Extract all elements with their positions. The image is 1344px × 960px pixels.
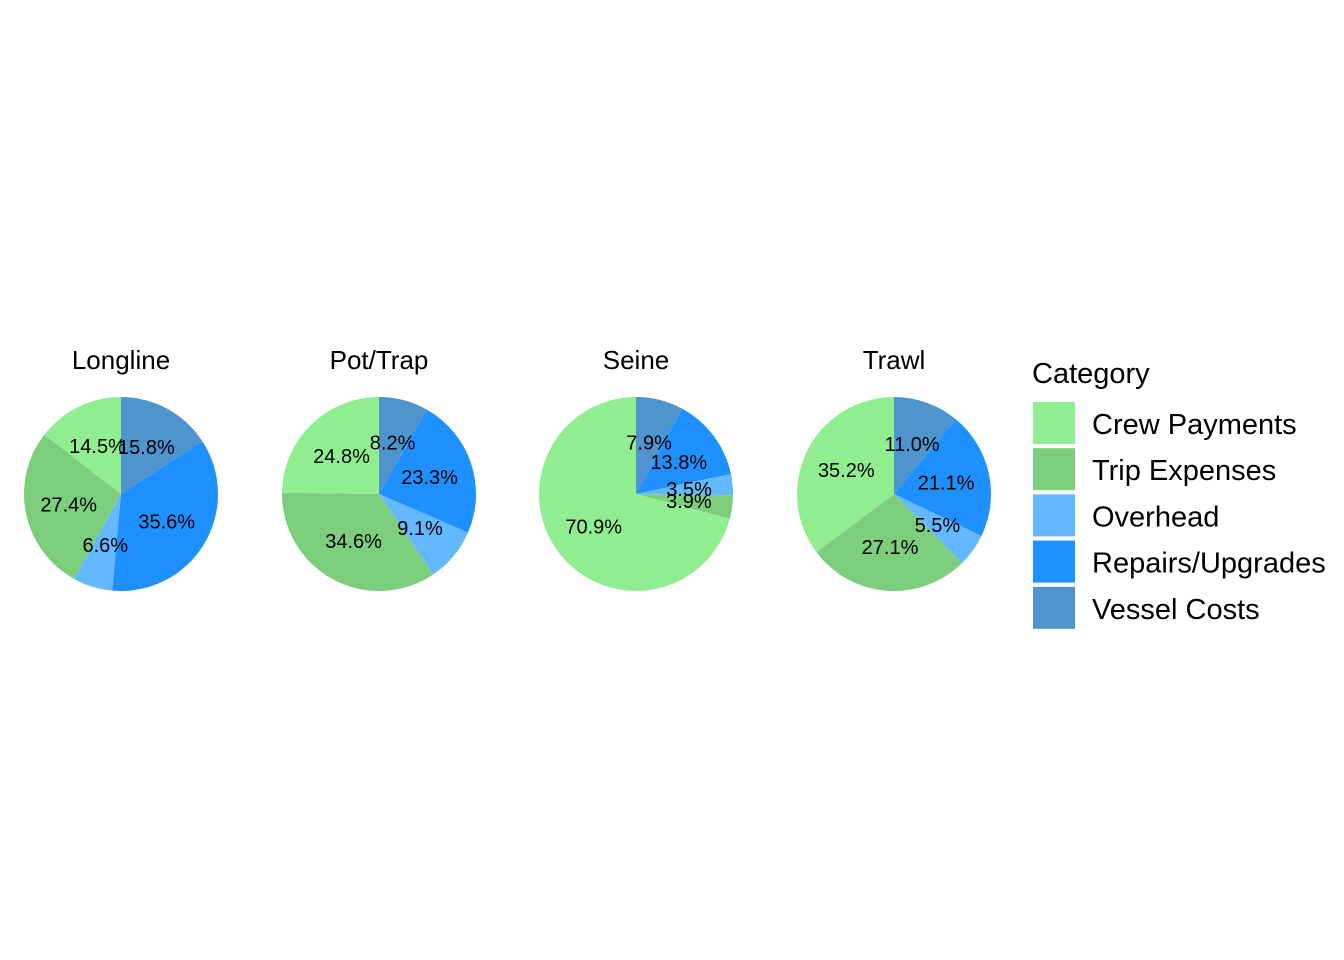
legend-key-vessel-costs bbox=[1033, 586, 1075, 629]
slice-seine-vessel-costs bbox=[636, 397, 683, 494]
legend-key-trip-expenses bbox=[1033, 448, 1075, 491]
facet-title-trawl: Trawl bbox=[863, 345, 926, 375]
slice-longline-trip-expenses bbox=[24, 434, 122, 579]
legend-key-crew-payments bbox=[1033, 402, 1075, 444]
pie-pot-trap: Pot/Trap 8.2% 23.3% 9.1% 34.6% 24.8% bbox=[282, 345, 476, 592]
slice-pot-trap-overhead bbox=[379, 494, 469, 575]
slice-pot-trap-repairs-upgrades bbox=[379, 409, 476, 533]
legend: Category Crew Payments Trip Expenses Overhe… bbox=[1032, 358, 1326, 629]
slice-label-longline-repairs-upgrades: 35.6% bbox=[138, 512, 195, 534]
legend-label-crew-payments: Crew Payments bbox=[1092, 409, 1297, 441]
slice-label-seine-repairs-upgrades: 13.8% bbox=[650, 452, 707, 474]
slice-trawl-repairs-upgrades bbox=[894, 419, 991, 537]
slice-label-pot-trap-trip-expenses: 34.6% bbox=[325, 531, 382, 553]
slice-longline-overhead bbox=[73, 494, 121, 591]
slice-label-longline-overhead: 6.6% bbox=[83, 535, 129, 557]
slice-label-seine-trip-expenses: 3.9% bbox=[666, 491, 712, 513]
slice-label-pot-trap-repairs-upgrades: 23.3% bbox=[401, 467, 458, 489]
slice-seine-trip-expenses bbox=[636, 494, 733, 519]
legend-key-overhead bbox=[1033, 494, 1075, 537]
slice-label-trawl-overhead: 5.5% bbox=[915, 515, 961, 537]
slice-trawl-crew-payments bbox=[797, 397, 894, 553]
legend-label-overhead: Overhead bbox=[1092, 501, 1219, 533]
facet-title-pot-trap: Pot/Trap bbox=[330, 345, 429, 375]
slice-label-trawl-vessel-costs: 11.0% bbox=[884, 434, 939, 456]
slice-label-trawl-crew-payments: 35.2% bbox=[818, 460, 875, 482]
slice-label-pot-trap-overhead: 9.1% bbox=[397, 518, 443, 540]
slice-trawl-overhead bbox=[894, 494, 982, 564]
legend-label-vessel-costs: Vessel Costs bbox=[1092, 594, 1260, 626]
facet-title-seine: Seine bbox=[603, 345, 670, 375]
slice-label-trawl-trip-expenses: 27.1% bbox=[862, 537, 919, 559]
slice-label-longline-trip-expenses: 27.4% bbox=[40, 495, 97, 517]
facet-title-longline: Longline bbox=[72, 345, 170, 375]
slice-label-pot-trap-vessel-costs: 8.2% bbox=[370, 432, 416, 454]
slice-label-trawl-repairs-upgrades: 21.1% bbox=[918, 473, 975, 495]
slice-label-seine-crew-payments: 70.9% bbox=[565, 517, 622, 539]
slice-label-pot-trap-crew-payments: 24.8% bbox=[313, 446, 370, 468]
slice-seine-repairs-upgrades bbox=[636, 408, 731, 494]
legend-key-repairs-upgrades bbox=[1033, 540, 1075, 583]
slice-pot-trap-trip-expenses bbox=[282, 492, 434, 592]
slice-seine-crew-payments bbox=[539, 397, 730, 591]
legend-title: Category bbox=[1032, 358, 1150, 390]
slice-label-longline-vessel-costs: 15.8% bbox=[118, 437, 175, 459]
slice-pot-trap-crew-payments bbox=[282, 397, 379, 494]
slice-pot-trap-vessel-costs bbox=[379, 397, 427, 494]
slice-label-seine-overhead: 3.5% bbox=[666, 479, 712, 501]
pie-trawl: Trawl 11.0% 21.1% 5.5%27.1% 35.2% bbox=[797, 345, 991, 591]
pie-seine: Seine 7.9%13.8% 3.5%3.9% 70.9% bbox=[539, 345, 733, 591]
slice-label-longline-crew-payments: 14.5% bbox=[69, 436, 126, 458]
pie-longline: Longline 15.8% 35.6% 6.6% 27.4% 14.5% bbox=[24, 345, 218, 592]
slice-longline-repairs-upgrades bbox=[112, 441, 218, 592]
slice-longline-crew-payments bbox=[44, 397, 121, 494]
slice-label-seine-vessel-costs: 7.9% bbox=[626, 432, 672, 454]
legend-label-repairs-upgrades: Repairs/Upgrades bbox=[1092, 548, 1326, 580]
slice-seine-overhead bbox=[636, 474, 733, 496]
slice-trawl-vessel-costs bbox=[894, 397, 956, 494]
legend-label-trip-expenses: Trip Expenses bbox=[1092, 455, 1276, 487]
slice-longline-vessel-costs bbox=[121, 397, 203, 494]
slice-trawl-trip-expenses bbox=[816, 494, 962, 591]
